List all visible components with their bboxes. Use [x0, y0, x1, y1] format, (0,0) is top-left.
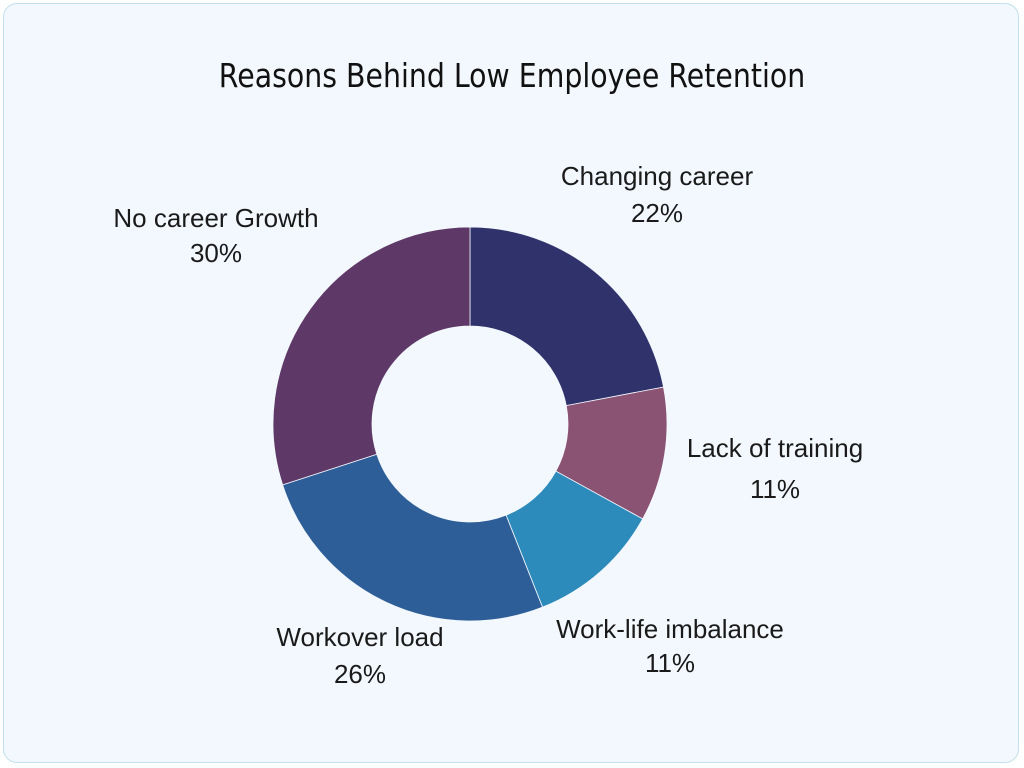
- chart-title: Reasons Behind Low Employee Retention: [218, 56, 806, 95]
- slice-label: Work-life imbalance: [556, 614, 784, 644]
- slice-workover-load: [282, 453, 544, 622]
- slice-value-label: 30%: [190, 238, 242, 268]
- slice-value-label: 11%: [750, 474, 800, 504]
- slice-value-label: 26%: [334, 659, 386, 689]
- slice-label: Lack of training: [687, 433, 863, 463]
- slice-label: Changing career: [561, 161, 754, 191]
- chart-card: Reasons Behind Low Employee Retention: [3, 3, 1019, 763]
- slice-value-label: 22%: [631, 198, 683, 228]
- slice-changing-career: [469, 226, 664, 407]
- slice-label: No career Growth: [113, 203, 318, 233]
- slice-label: Workover load: [276, 622, 443, 652]
- slice-no-career-growth: [272, 226, 471, 486]
- slice-value-label: 11%: [645, 648, 695, 678]
